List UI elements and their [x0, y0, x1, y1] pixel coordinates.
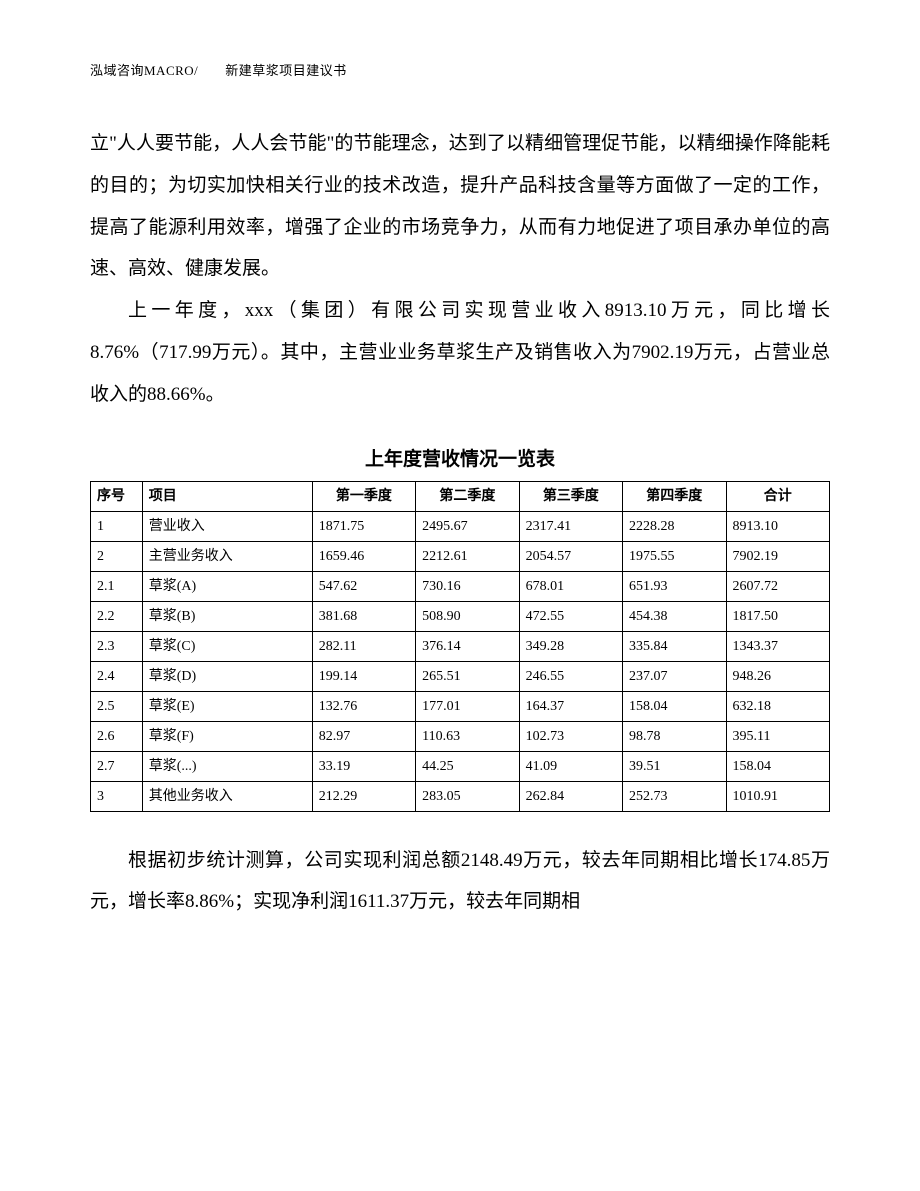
table-cell: 82.97: [312, 721, 415, 751]
table-cell: 1: [91, 511, 143, 541]
table-cell: 3: [91, 781, 143, 811]
table-cell: 98.78: [623, 721, 726, 751]
table-row: 2主营业务收入1659.462212.612054.571975.557902.…: [91, 541, 830, 571]
table-cell: 472.55: [519, 601, 622, 631]
table-cell: 237.07: [623, 661, 726, 691]
table-cell: 8913.10: [726, 511, 830, 541]
paragraph-1: 立"人人要节能，人人会节能"的节能理念，达到了以精细管理促节能，以精细操作降能耗…: [90, 123, 830, 290]
col-q1: 第一季度: [312, 481, 415, 511]
table-cell: 730.16: [416, 571, 519, 601]
table-cell: 199.14: [312, 661, 415, 691]
table-cell: 1871.75: [312, 511, 415, 541]
table-cell: 454.38: [623, 601, 726, 631]
table-cell: 2495.67: [416, 511, 519, 541]
table-cell: 110.63: [416, 721, 519, 751]
table-cell: 948.26: [726, 661, 830, 691]
table-cell: 1343.37: [726, 631, 830, 661]
col-seq: 序号: [91, 481, 143, 511]
table-cell: 246.55: [519, 661, 622, 691]
table-cell: 265.51: [416, 661, 519, 691]
table-cell: 2.2: [91, 601, 143, 631]
page-header: 泓域咨询MACRO/ 新建草浆项目建议书: [90, 60, 830, 79]
table-cell: 草浆(B): [142, 601, 312, 631]
table-row: 2.3草浆(C)282.11376.14349.28335.841343.37: [91, 631, 830, 661]
table-cell: 其他业务收入: [142, 781, 312, 811]
table-cell: 33.19: [312, 751, 415, 781]
table-cell: 212.29: [312, 781, 415, 811]
table-cell: 508.90: [416, 601, 519, 631]
table-row: 2.7草浆(...)33.1944.2541.0939.51158.04: [91, 751, 830, 781]
table-cell: 2.6: [91, 721, 143, 751]
col-item: 项目: [142, 481, 312, 511]
table-cell: 262.84: [519, 781, 622, 811]
table-row: 2.1草浆(A)547.62730.16678.01651.932607.72: [91, 571, 830, 601]
table-cell: 102.73: [519, 721, 622, 751]
table-cell: 2607.72: [726, 571, 830, 601]
table-cell: 2.4: [91, 661, 143, 691]
table-cell: 177.01: [416, 691, 519, 721]
table-cell: 草浆(E): [142, 691, 312, 721]
table-cell: 41.09: [519, 751, 622, 781]
table-cell: 草浆(...): [142, 751, 312, 781]
table-cell: 335.84: [623, 631, 726, 661]
table-cell: 164.37: [519, 691, 622, 721]
table-cell: 158.04: [726, 751, 830, 781]
table-cell: 381.68: [312, 601, 415, 631]
table-cell: 252.73: [623, 781, 726, 811]
table-cell: 132.76: [312, 691, 415, 721]
table-cell: 草浆(C): [142, 631, 312, 661]
col-q2: 第二季度: [416, 481, 519, 511]
document-page: 泓域咨询MACRO/ 新建草浆项目建议书 立"人人要节能，人人会节能"的节能理念…: [0, 0, 920, 1191]
table-title: 上年度营收情况一览表: [90, 444, 830, 471]
col-total: 合计: [726, 481, 830, 511]
paragraph-2: 上一年度，xxx（集团）有限公司实现营业收入8913.10万元，同比增长8.76…: [90, 290, 830, 415]
table-cell: 349.28: [519, 631, 622, 661]
table-cell: 651.93: [623, 571, 726, 601]
table-cell: 1659.46: [312, 541, 415, 571]
table-cell: 营业收入: [142, 511, 312, 541]
table-row: 3其他业务收入212.29283.05262.84252.731010.91: [91, 781, 830, 811]
table-cell: 158.04: [623, 691, 726, 721]
table-cell: 7902.19: [726, 541, 830, 571]
table-row: 2.4草浆(D)199.14265.51246.55237.07948.26: [91, 661, 830, 691]
table-cell: 2212.61: [416, 541, 519, 571]
table-cell: 678.01: [519, 571, 622, 601]
table-cell: 2228.28: [623, 511, 726, 541]
table-cell: 2.3: [91, 631, 143, 661]
table-cell: 547.62: [312, 571, 415, 601]
col-q3: 第三季度: [519, 481, 622, 511]
revenue-table: 序号 项目 第一季度 第二季度 第三季度 第四季度 合计 1营业收入1871.7…: [90, 481, 830, 812]
table-cell: 1010.91: [726, 781, 830, 811]
table-cell: 主营业务收入: [142, 541, 312, 571]
table-row: 1营业收入1871.752495.672317.412228.288913.10: [91, 511, 830, 541]
table-cell: 395.11: [726, 721, 830, 751]
table-cell: 2: [91, 541, 143, 571]
table-cell: 2.5: [91, 691, 143, 721]
table-cell: 草浆(F): [142, 721, 312, 751]
table-cell: 草浆(D): [142, 661, 312, 691]
col-q4: 第四季度: [623, 481, 726, 511]
table-cell: 39.51: [623, 751, 726, 781]
table-body: 1营业收入1871.752495.672317.412228.288913.10…: [91, 511, 830, 811]
table-cell: 草浆(A): [142, 571, 312, 601]
table-row: 2.2草浆(B)381.68508.90472.55454.381817.50: [91, 601, 830, 631]
table-header-row: 序号 项目 第一季度 第二季度 第三季度 第四季度 合计: [91, 481, 830, 511]
table-cell: 632.18: [726, 691, 830, 721]
table-cell: 1817.50: [726, 601, 830, 631]
table-cell: 2.1: [91, 571, 143, 601]
table-cell: 44.25: [416, 751, 519, 781]
table-cell: 2.7: [91, 751, 143, 781]
table-cell: 1975.55: [623, 541, 726, 571]
table-cell: 282.11: [312, 631, 415, 661]
table-cell: 2054.57: [519, 541, 622, 571]
table-row: 2.6草浆(F)82.97110.63102.7398.78395.11: [91, 721, 830, 751]
table-cell: 2317.41: [519, 511, 622, 541]
table-cell: 283.05: [416, 781, 519, 811]
paragraph-3: 根据初步统计测算，公司实现利润总额2148.49万元，较去年同期相比增长174.…: [90, 840, 830, 924]
table-cell: 376.14: [416, 631, 519, 661]
table-row: 2.5草浆(E)132.76177.01164.37158.04632.18: [91, 691, 830, 721]
